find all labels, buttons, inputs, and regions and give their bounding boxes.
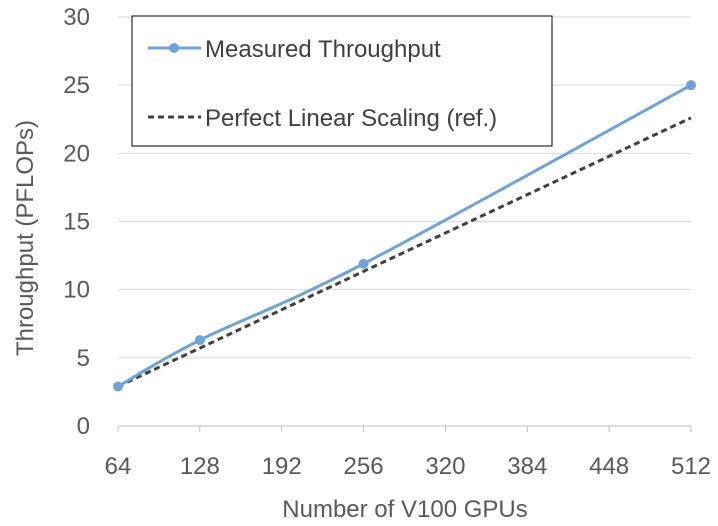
y-tick-labels: 0 5 10 15 20 25 30 [63, 4, 90, 440]
axes [117, 425, 692, 432]
series-line-linear-reference [117, 116, 692, 388]
y-tick-label: 0 [77, 413, 90, 440]
y-tick-label: 5 [77, 345, 90, 372]
y-tick-label: 15 [63, 209, 90, 236]
legend-box [131, 15, 553, 147]
y-tick-label: 10 [63, 277, 90, 304]
data-point-measured [194, 335, 205, 346]
x-tick-label: 320 [425, 453, 465, 480]
x-tick-label: 384 [507, 453, 547, 480]
data-point-measured [358, 258, 369, 269]
x-tick-label: 64 [105, 453, 132, 480]
legend-label-measured: Measured Throughput [205, 36, 441, 63]
data-point-measured [113, 381, 123, 392]
x-tick-label: 128 [180, 453, 220, 480]
y-axis-title: Throughput (PFLOPs) [12, 120, 39, 356]
legend-label-linear: Perfect Linear Scaling (ref.) [205, 105, 497, 132]
x-tick-label: 256 [344, 453, 384, 480]
y-tick-label: 30 [63, 4, 90, 31]
data-point-measured [686, 80, 696, 91]
x-tick-label: 192 [262, 453, 302, 480]
legend-marker-measured [169, 43, 179, 53]
legend: Measured Throughput Perfect Linear Scali… [131, 15, 553, 147]
x-tick-label: 512 [671, 453, 711, 480]
x-tick-label: 448 [589, 453, 629, 480]
y-tick-label: 20 [63, 140, 90, 167]
plot-series [113, 80, 696, 392]
y-tick-label: 25 [63, 72, 90, 99]
series-line-measured [117, 83, 692, 388]
x-axis-title: Number of V100 GPUs [282, 496, 527, 523]
x-tick-labels: 64 128 192 256 320 384 448 512 [105, 453, 711, 480]
